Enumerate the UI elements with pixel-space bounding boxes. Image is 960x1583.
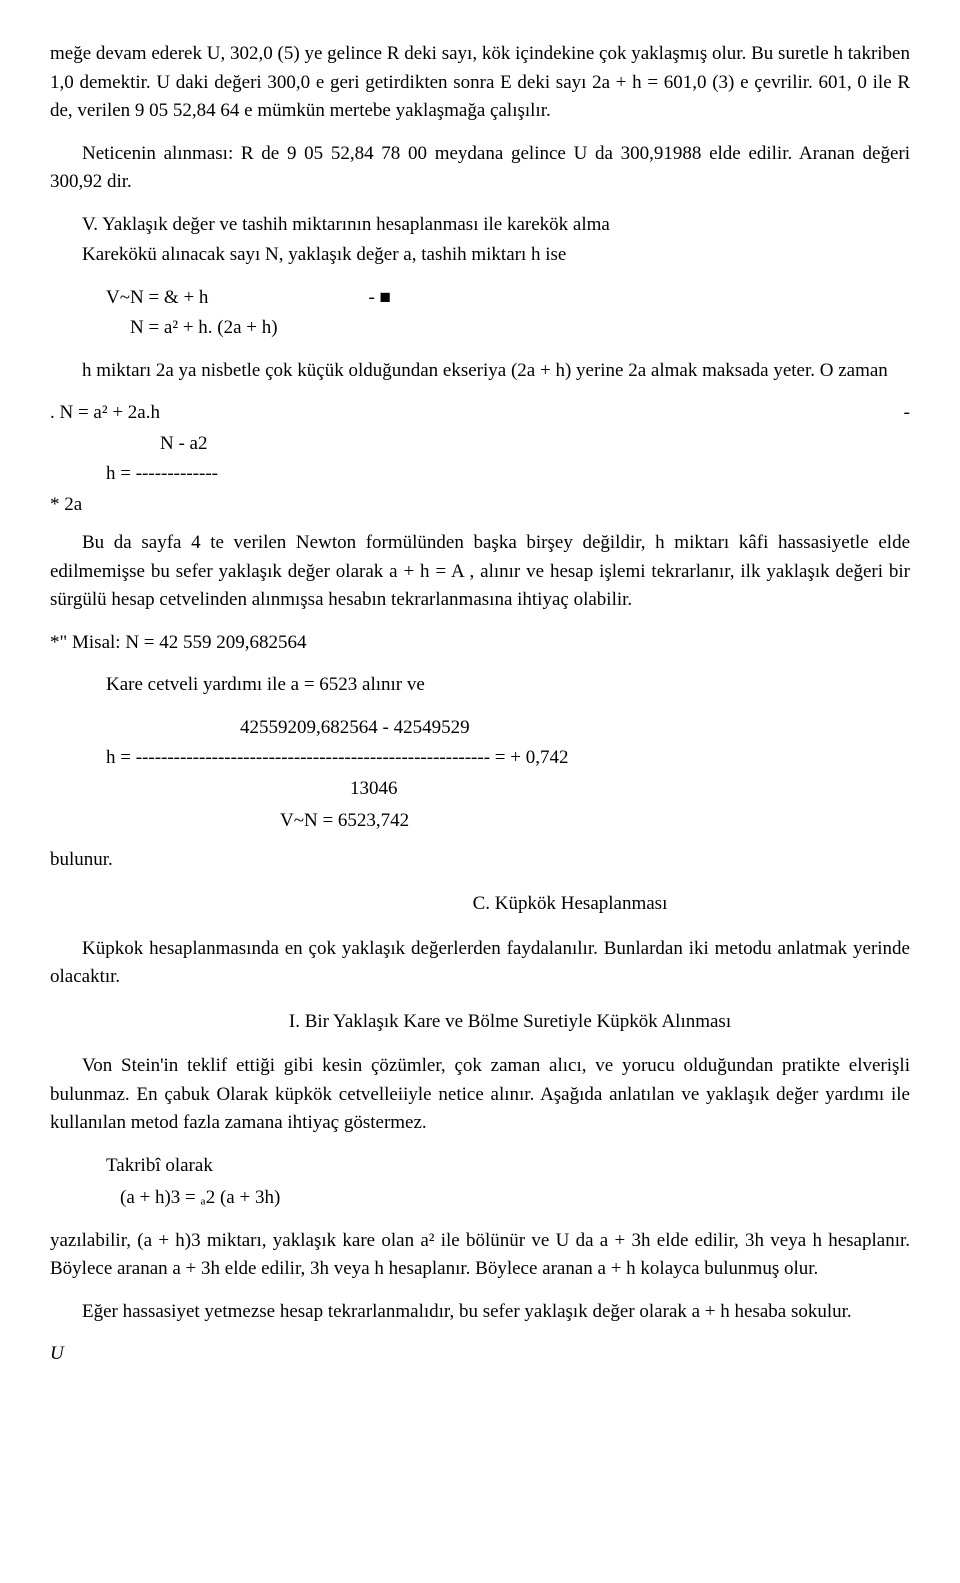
section-heading: C. Küpkök Hesaplanması xyxy=(230,890,910,919)
paragraph: yazılabilir, (a + h)3 miktarı, yaklaşık … xyxy=(50,1227,910,1284)
paragraph: bulunur. xyxy=(50,846,910,875)
formula-text: V~N = & + h xyxy=(106,284,208,313)
formula-text: - xyxy=(904,399,910,428)
formula-text: V~N = 6523,742 xyxy=(280,807,910,836)
paragraph: Von Stein'in teklif ettiği gibi kesin çö… xyxy=(50,1052,910,1138)
paragraph: Eğer hassasiyet yetmezse hesap tekrarlan… xyxy=(50,1298,910,1327)
formula-text: 13046 xyxy=(350,775,910,804)
formula-text: h = ------------------------------------… xyxy=(106,744,910,773)
formula-text: . N = a² + 2a.h xyxy=(50,399,160,428)
paragraph: Bu da sayfa 4 te verilen Newton formülün… xyxy=(50,529,910,615)
paragraph: h miktarı 2a ya nisbetle çok küçük olduğ… xyxy=(50,357,910,386)
paragraph: Kare cetveli yardımı ile a = 6523 alınır… xyxy=(106,671,910,700)
formula-block: V~N = & + h - ■ N = a² + h. (2a + h) xyxy=(106,284,910,343)
formula-text: (a + h)3 = ₐ2 (a + 3h) xyxy=(120,1184,910,1213)
formula-text: - ■ xyxy=(368,284,391,313)
section-label: V. Yaklaşık değer ve tashih miktarının h… xyxy=(50,211,910,240)
paragraph: Neticenin alınması: R de 9 05 52,84 78 0… xyxy=(50,140,910,197)
paragraph: Takribî olarak xyxy=(106,1152,910,1181)
footer-text: U xyxy=(50,1340,910,1369)
formula-text: 42559209,682564 - 42549529 xyxy=(240,714,910,743)
formula-block: 42559209,682564 - 42549529 h = ---------… xyxy=(50,714,910,804)
formula-text: N - a2 xyxy=(160,430,910,459)
paragraph: Küpkok hesaplanmasında en çok yaklaşık d… xyxy=(50,935,910,992)
example-label: *" Misal: N = 42 559 209,682564 xyxy=(50,629,910,658)
paragraph: Karekökü alınacak sayı N, yaklaşık değer… xyxy=(82,241,910,270)
formula-text: N = a² + h. (2a + h) xyxy=(130,314,910,343)
section-heading: I. Bir Yaklaşık Kare ve Bölme Suretiyle … xyxy=(110,1008,910,1037)
formula-block: . N = a² + 2a.h - N - a2 h = -----------… xyxy=(50,399,910,519)
formula-text: h = ------------- xyxy=(106,460,910,489)
paragraph: meğe devam ederek U, 302,0 (5) ye gelinc… xyxy=(50,40,910,126)
formula-text: * 2a xyxy=(50,491,910,520)
